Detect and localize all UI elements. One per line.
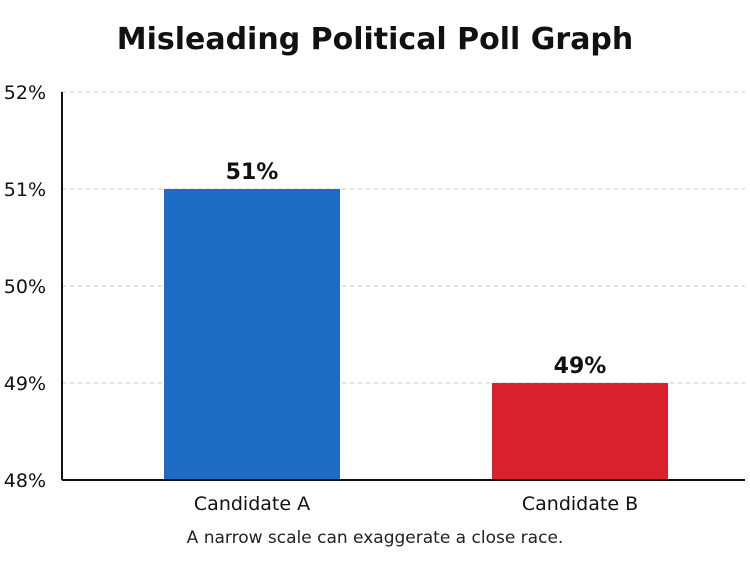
x-category-label: Candidate A xyxy=(194,493,310,515)
chart-title: Misleading Political Poll Graph xyxy=(116,22,634,57)
bar xyxy=(164,189,340,480)
axes xyxy=(61,92,745,481)
bar xyxy=(492,383,668,480)
y-tick-label: 52% xyxy=(4,82,46,104)
chart-footnote: A narrow scale can exaggerate a close ra… xyxy=(186,528,564,548)
data-label: 49% xyxy=(554,354,607,379)
y-tick-label: 51% xyxy=(4,179,46,201)
y-tick-label: 50% xyxy=(4,276,46,298)
data-label: 51% xyxy=(226,160,279,185)
y-tick-label: 48% xyxy=(4,470,46,492)
bars xyxy=(164,189,668,480)
y-tick-label: 49% xyxy=(4,373,46,395)
x-category-label: Candidate B xyxy=(522,493,638,515)
labels: 48% 49% 50% 51% 52% 51% Candidate A 49% Candidat… xyxy=(4,82,638,515)
